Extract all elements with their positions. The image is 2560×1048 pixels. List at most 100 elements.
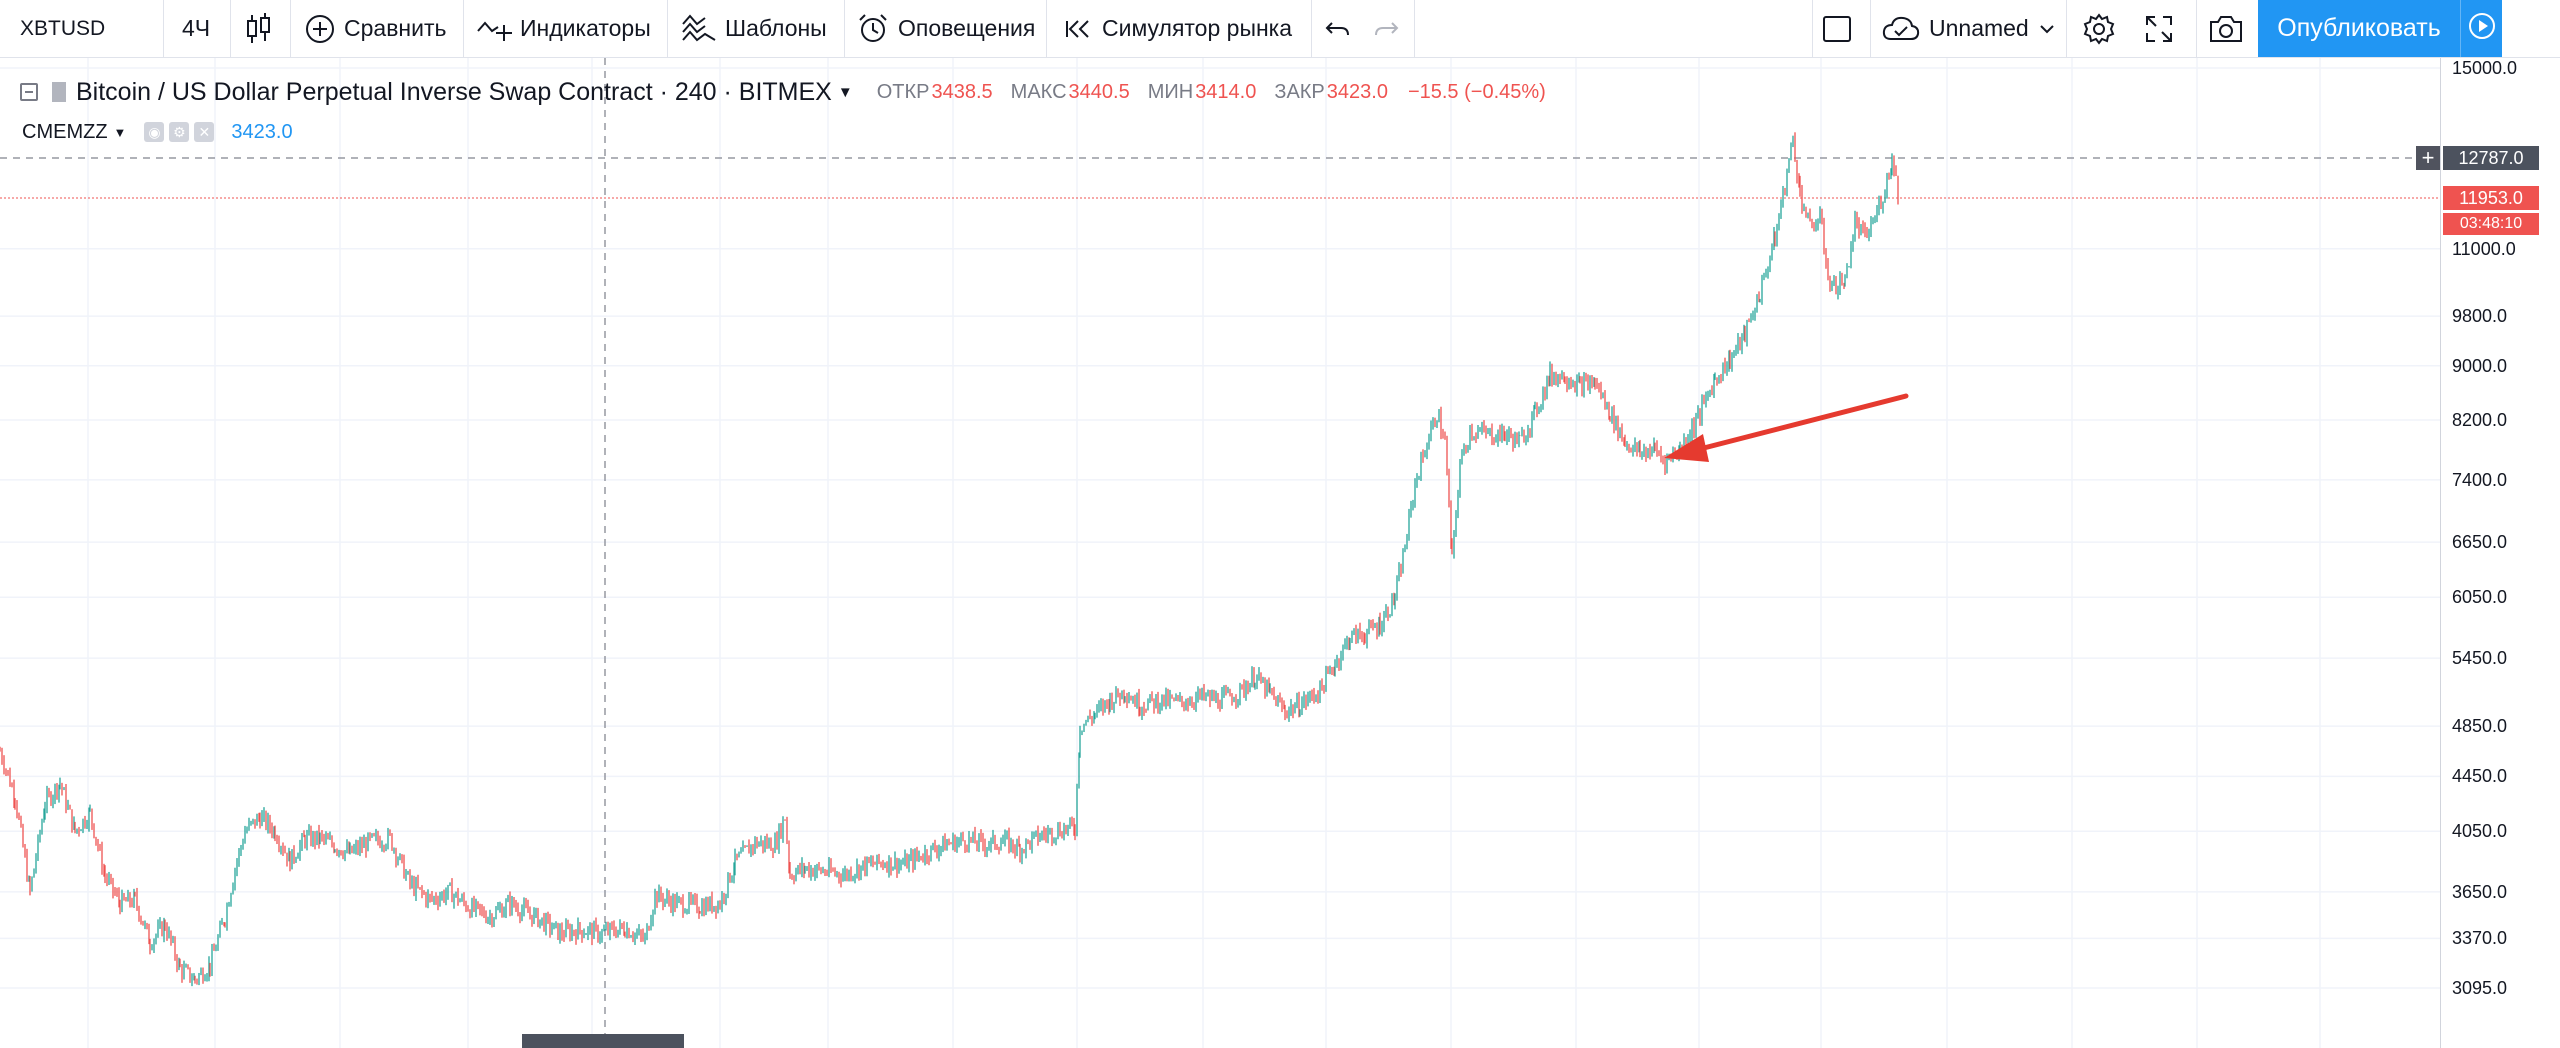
candles-icon <box>244 12 274 46</box>
close-value: 3423.0 <box>1326 80 1388 103</box>
chevron-down-icon[interactable]: ▼ <box>837 83 853 101</box>
compare-button[interactable]: Сравнить <box>304 0 446 57</box>
collapse-legend-button[interactable] <box>20 83 38 101</box>
layout-button[interactable] <box>1821 0 1853 57</box>
close-icon[interactable]: ✕ <box>194 122 215 142</box>
open-label: ОТКР <box>876 80 930 103</box>
toolbar-divider <box>163 0 164 57</box>
fullscreen-button[interactable] <box>2144 0 2174 57</box>
study-name[interactable]: CMEMZZ <box>22 120 108 143</box>
countdown-text: 03:48:10 <box>2459 215 2523 232</box>
toolbar-divider <box>1414 0 1415 57</box>
undo-icon <box>1324 17 1352 41</box>
chart-grid <box>0 58 2440 1048</box>
price-axis-label: 11000.0 <box>2452 238 2516 259</box>
publish-video-button[interactable] <box>2460 0 2502 57</box>
series-title[interactable]: Bitcoin / US Dollar Perpetual Inverse Sw… <box>76 77 832 106</box>
screenshot-button[interactable] <box>2208 0 2244 57</box>
toolbar-divider <box>230 0 231 57</box>
price-axis-label: 15000.0 <box>2452 58 2518 78</box>
toolbar-divider <box>1046 0 1047 57</box>
arrow-annotation[interactable] <box>1664 393 1909 462</box>
last-price-text: 11953.0 <box>2459 187 2523 208</box>
alerts-label: Оповещения <box>898 15 1036 41</box>
replay-label: Симулятор рынка <box>1102 15 1293 41</box>
redo-button[interactable] <box>1372 0 1400 57</box>
templates-button[interactable]: Шаблоны <box>681 0 827 57</box>
low-value: 3414.0 <box>1195 80 1257 103</box>
toolbar-divider <box>844 0 845 57</box>
study-value: 3423.0 <box>231 120 293 143</box>
eye-icon[interactable]: ◉ <box>144 122 165 142</box>
top-toolbar: XBTUSD 4Ч Сравнить <box>0 0 2560 58</box>
toolbar-divider <box>1870 0 1871 57</box>
templates-label: Шаблоны <box>725 15 827 41</box>
layout-square-icon <box>1821 13 1853 45</box>
toolbar-divider <box>2196 0 2197 57</box>
series-legend: Bitcoin / US Dollar Perpetual Inverse Sw… <box>20 76 1546 108</box>
indicators-button[interactable]: Индикаторы <box>476 0 651 57</box>
interval-button[interactable]: 4Ч <box>182 0 210 57</box>
crosshair-price-text: 12787.0 <box>2458 147 2524 168</box>
price-axis-label: 5450.0 <box>2452 648 2508 669</box>
last-price-tag: 11953.0 <box>2443 186 2539 210</box>
crosshair-time-tag <box>522 1034 684 1048</box>
flag-icon[interactable] <box>52 82 66 102</box>
study-legend: CMEMZZ ▼ ◉ ⚙ ✕ 3423.0 <box>22 117 293 147</box>
plus-circle-icon <box>304 13 336 45</box>
price-axis-label: 4850.0 <box>2452 716 2508 737</box>
redo-icon <box>1372 17 1400 41</box>
camera-icon <box>2208 14 2244 44</box>
price-axis-label: 6050.0 <box>2452 587 2508 608</box>
price-series <box>0 132 1899 987</box>
bar-countdown-tag: 03:48:10 <box>2443 213 2539 235</box>
add-alert-button[interactable]: + <box>2416 146 2440 170</box>
undo-button[interactable] <box>1324 0 1352 57</box>
price-chart[interactable] <box>0 58 2440 1048</box>
symbol-search-button[interactable]: XBTUSD <box>20 0 105 57</box>
chevron-down-icon[interactable]: ▼ <box>113 124 127 140</box>
crosshair <box>0 58 2440 1048</box>
interval-label: 4Ч <box>182 15 211 41</box>
chart-style-button[interactable] <box>244 0 274 57</box>
alerts-button[interactable]: Оповещения <box>856 0 1035 57</box>
low-label: МИН <box>1147 80 1194 103</box>
toolbar-divider <box>667 0 668 57</box>
layout-name: Unnamed <box>1929 15 2029 41</box>
toolbar-right-edge <box>2502 0 2560 57</box>
templates-icon <box>681 12 717 46</box>
price-axis-label: 8200.0 <box>2452 410 2508 431</box>
chart-pane[interactable] <box>0 58 2440 1048</box>
toolbar-divider <box>290 0 291 57</box>
symbol-label: XBTUSD <box>20 16 106 40</box>
close-label: ЗАКР <box>1274 80 1325 103</box>
settings-button[interactable] <box>2082 0 2116 57</box>
play-icon <box>2467 11 2497 46</box>
price-axis-label: 9000.0 <box>2452 355 2508 376</box>
replay-button[interactable]: Симулятор рынка <box>1064 0 1292 57</box>
high-label: МАКС <box>1010 80 1067 103</box>
crosshair-price-tag: 12787.0 <box>2443 146 2539 170</box>
price-axis-label: 3095.0 <box>2452 978 2508 998</box>
compare-label: Сравнить <box>344 15 447 41</box>
layout-menu-button[interactable] <box>2038 0 2056 57</box>
gear-icon[interactable]: ⚙ <box>169 122 190 142</box>
price-axis-label: 3650.0 <box>2452 881 2508 902</box>
price-axis-label: 4050.0 <box>2452 821 2508 842</box>
open-value: 3438.5 <box>931 80 993 103</box>
toolbar-divider <box>463 0 464 57</box>
toolbar-divider <box>1311 0 1312 57</box>
toolbar-divider <box>1812 0 1813 57</box>
alarm-clock-icon <box>856 12 890 46</box>
cloud-check-icon <box>1881 14 1921 44</box>
publish-button[interactable]: Опубликовать <box>2258 0 2460 57</box>
gear-icon <box>2082 12 2116 46</box>
chevron-down-icon <box>2038 22 2056 36</box>
replay-icon <box>1064 15 1094 43</box>
high-value: 3440.5 <box>1068 80 1130 103</box>
price-axis-label: 3370.0 <box>2452 928 2508 949</box>
change-value: −15.5 (−0.45%) <box>1407 80 1546 103</box>
save-layout-button[interactable]: Unnamed <box>1881 0 2029 57</box>
indicators-label: Индикаторы <box>520 15 651 41</box>
price-axis-label: 9800.0 <box>2452 306 2508 327</box>
